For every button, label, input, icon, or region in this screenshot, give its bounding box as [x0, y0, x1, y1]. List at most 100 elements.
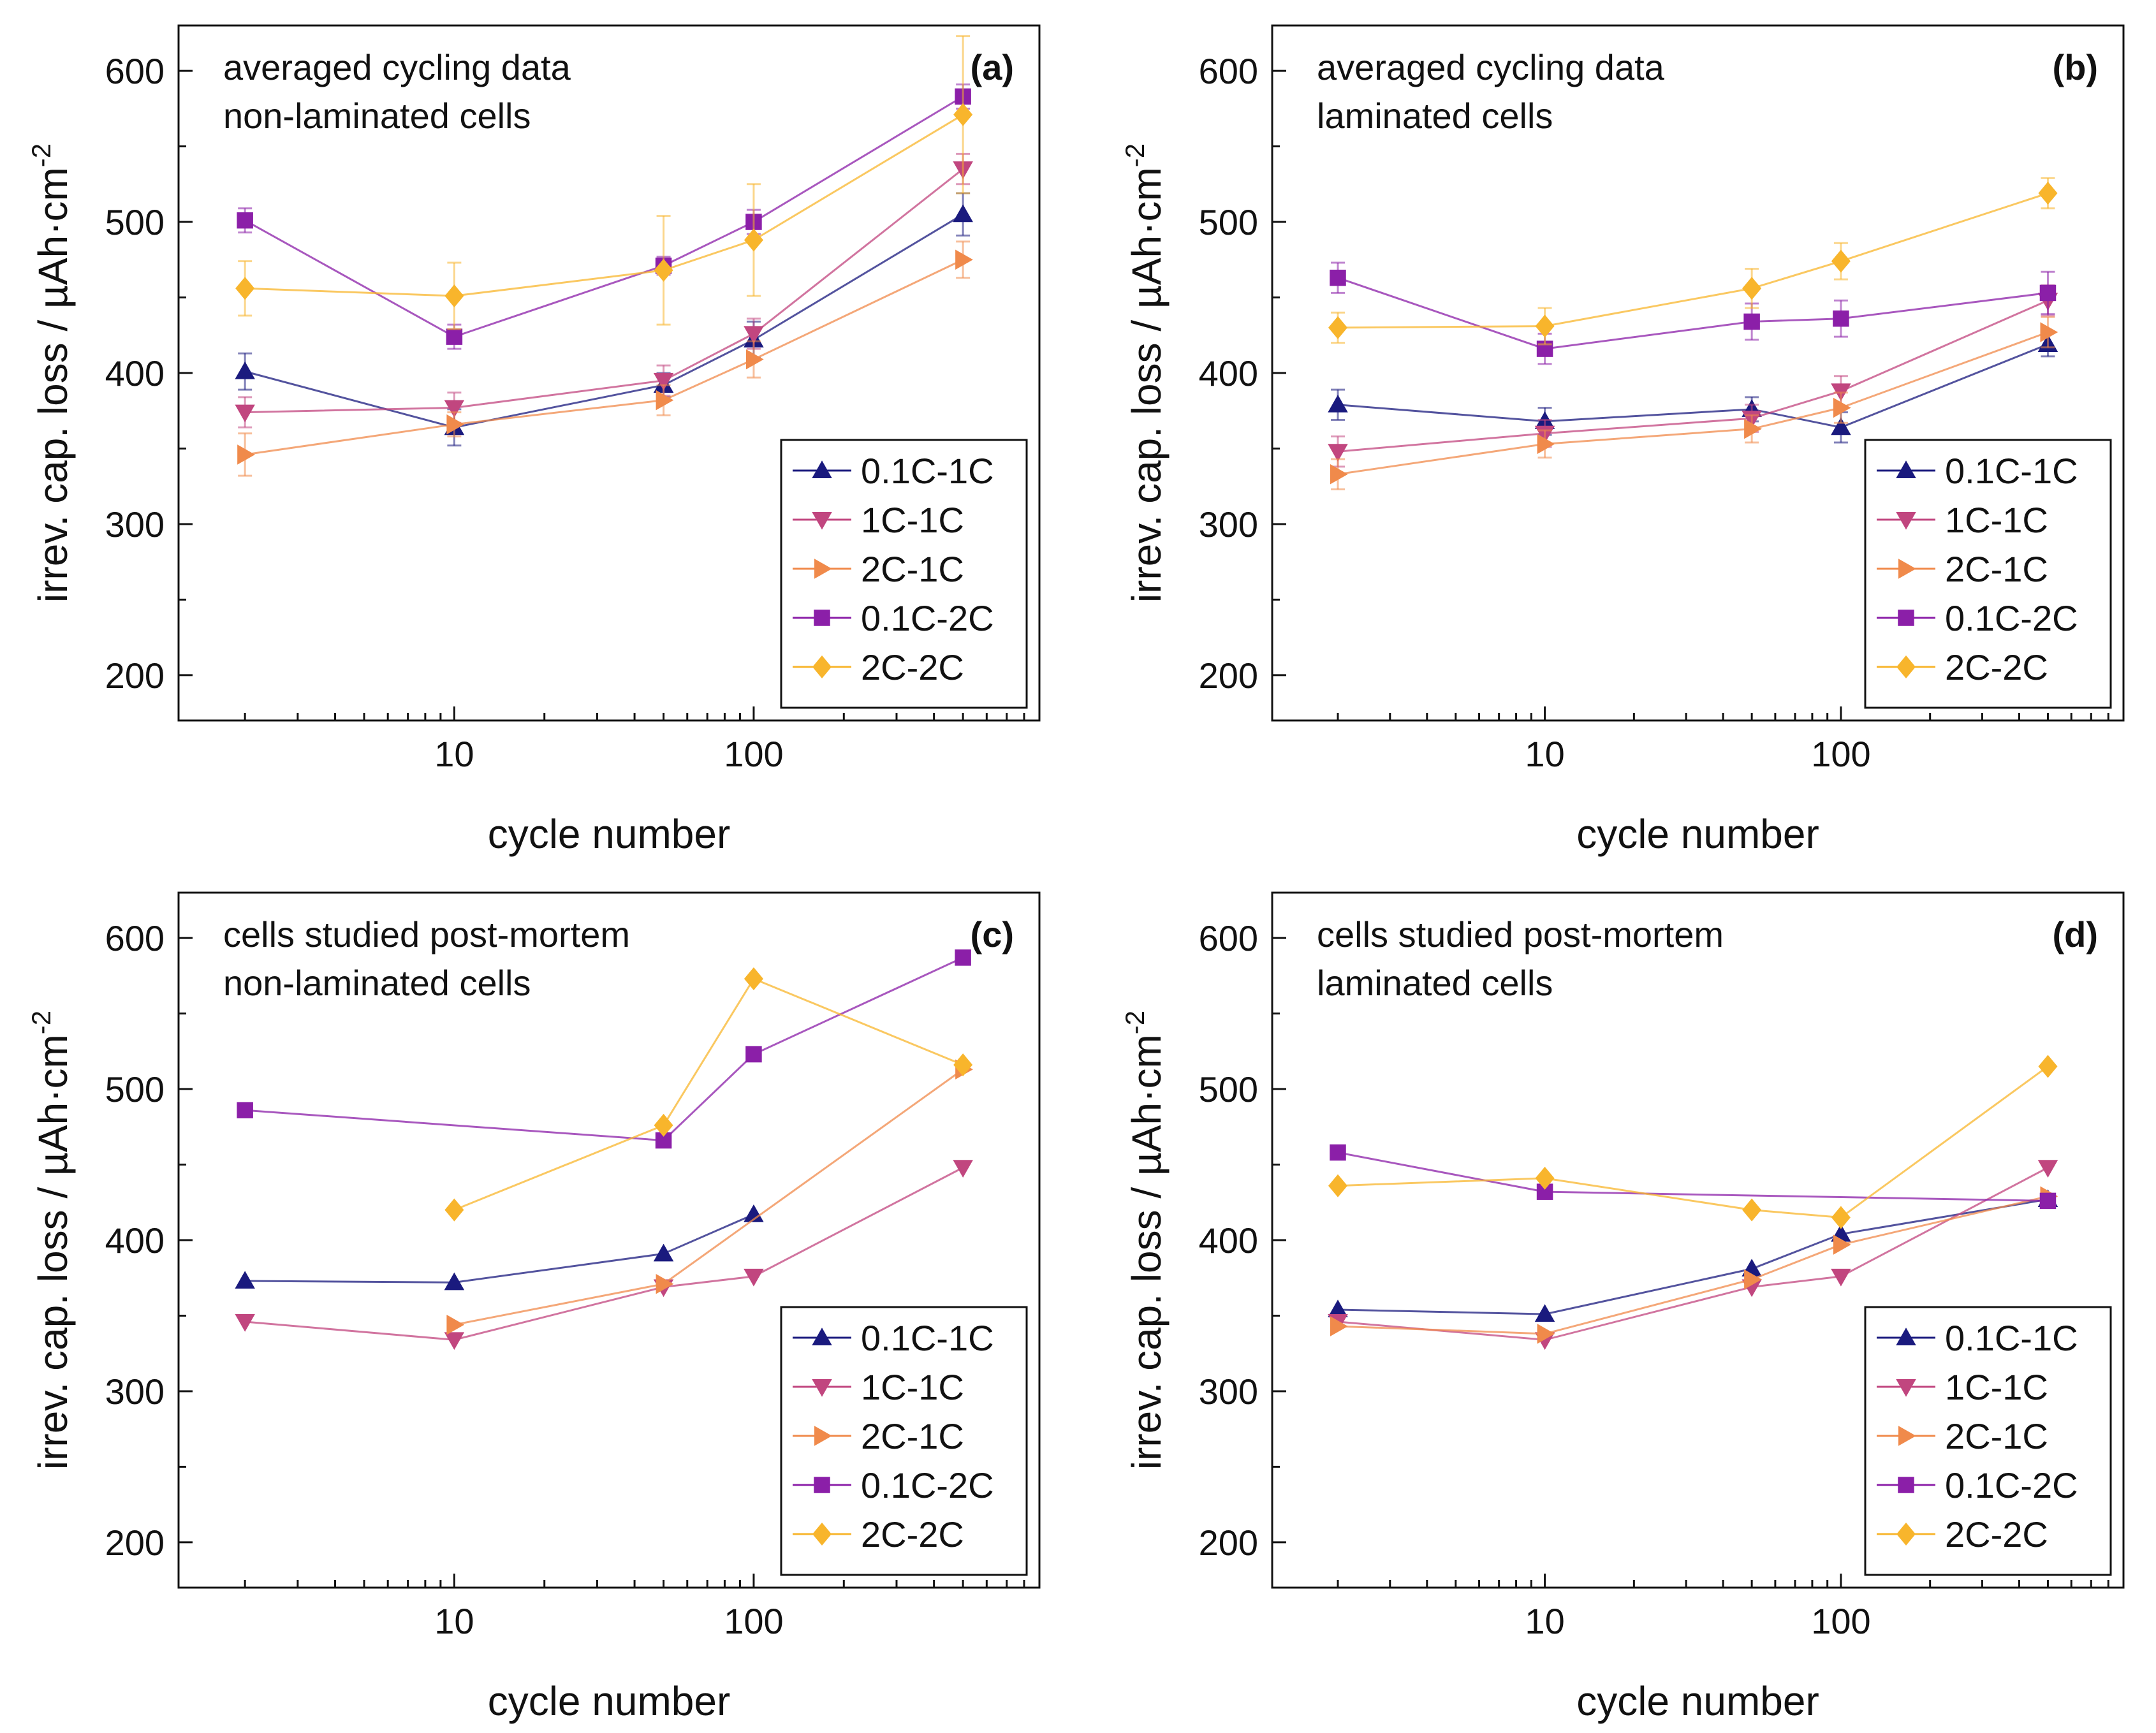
data-point	[1328, 1299, 1348, 1317]
panel-title-line: laminated cells	[1317, 963, 1553, 1003]
data-point	[444, 400, 465, 418]
y-tick-label: 300	[105, 504, 165, 545]
data-point	[1831, 1268, 1851, 1287]
legend-entry: 2C-2C	[793, 647, 964, 687]
y-tick-label: 300	[1199, 504, 1258, 545]
panel-label: (c)	[971, 914, 1014, 954]
legend: 0.1C-1C 1C-1C 2C-1C 0.1C-2C 2C-2C	[780, 439, 1028, 709]
data-point	[955, 949, 971, 966]
y-axis-label-main: irrev. cap. loss / µAh·cm	[30, 1034, 76, 1470]
y-axis-label: irrev. cap. loss / µAh·cm-2	[1120, 143, 1170, 603]
data-point	[744, 326, 764, 344]
y-tick-label: 300	[1199, 1371, 1258, 1412]
series-line	[1337, 299, 2049, 453]
y-tick-label: 400	[105, 353, 165, 393]
y-axis-label: irrev. cap. loss / µAh·cm-2	[26, 143, 76, 603]
legend-label: 2C-1C	[1945, 549, 2048, 589]
y-tick-label: 300	[105, 1371, 165, 1412]
series-line	[244, 258, 964, 456]
chart-panel-b: 200 300 400 500 600 10 100 cycle number irrev. c…	[1120, 24, 2125, 857]
y-tick-label: 500	[105, 202, 165, 242]
data-point	[1833, 397, 1851, 418]
x-tick-label: 10	[434, 1601, 474, 1641]
legend-label: 0.1C-2C	[1945, 1465, 2078, 1505]
data-point	[1330, 269, 1346, 286]
legend-entry: 2C-1C	[1877, 1416, 2048, 1456]
legend-entry: 2C-2C	[793, 1514, 964, 1554]
legend-marker	[1896, 460, 1916, 478]
legend-label: 1C-1C	[1945, 500, 2048, 540]
data-point	[235, 361, 255, 379]
data-point	[446, 414, 465, 435]
data-point	[1328, 444, 1348, 462]
series-2C-2C	[1328, 1055, 2058, 1229]
legend-label: 1C-1C	[861, 1367, 964, 1407]
legend-label: 0.1C-1C	[1945, 1318, 2078, 1358]
x-tick-label: 10	[434, 734, 474, 774]
data-point	[235, 1271, 255, 1289]
data-point	[1744, 418, 1762, 439]
data-point	[446, 1314, 465, 1335]
data-point	[2037, 1160, 2058, 1178]
data-point	[653, 372, 674, 391]
data-point	[1535, 1166, 1555, 1190]
legend-label: 0.1C-2C	[1945, 598, 2078, 638]
series-line	[245, 113, 964, 297]
panel-title-line: averaged cycling data	[1317, 47, 1665, 87]
series-line	[245, 168, 964, 414]
data-point	[744, 228, 763, 252]
y-tick-label: 500	[1199, 1069, 1258, 1109]
legend-label: 2C-2C	[1945, 1514, 2048, 1554]
legend-marker	[1898, 1426, 1916, 1446]
series-0.1C-1C	[1328, 331, 2058, 444]
legend-entry: 0.1C-2C	[1877, 1465, 2078, 1505]
series-2C-2C	[444, 967, 973, 1222]
data-point	[446, 328, 463, 345]
y-tick-label: 200	[1199, 655, 1258, 696]
y-tick-label: 400	[1199, 1220, 1258, 1261]
x-axis-label: cycle number	[1576, 1678, 1819, 1724]
legend-marker	[1898, 1477, 1914, 1493]
panel-label: (b)	[2052, 47, 2098, 87]
chart-panel-a: 200 300 400 500 600 10 100 cycle number irrev. c…	[26, 24, 1041, 857]
legend-label: 0.1C-1C	[861, 451, 994, 491]
data-point	[955, 249, 973, 270]
series-line	[1337, 1198, 2048, 1315]
data-point	[744, 1268, 764, 1287]
panel-title-line: cells studied post-mortem	[1317, 914, 1724, 954]
panel-title-line: laminated cells	[1317, 96, 1553, 136]
data-point	[1831, 1206, 1851, 1229]
series-line	[245, 1213, 754, 1283]
series-line	[1337, 1152, 2048, 1202]
y-axis-label-superscript: -2	[26, 143, 56, 167]
series-line	[1338, 192, 2048, 329]
chart-panel-d: 200 300 400 500 600 10 100 cycle number irrev. c…	[1120, 891, 2125, 1724]
legend-label: 2C-1C	[1945, 1416, 2048, 1456]
series-2C-1C	[1330, 316, 2058, 490]
legend-entry: 2C-2C	[1877, 1514, 2048, 1554]
y-axis-label: irrev. cap. loss / µAh·cm-2	[26, 1011, 76, 1470]
y-tick-label: 500	[1199, 202, 1258, 242]
legend-entry: 1C-1C	[1877, 1367, 2048, 1407]
data-point	[656, 390, 674, 411]
series-line	[1337, 277, 2048, 350]
legend-marker	[812, 512, 832, 530]
series-1C-1C	[235, 152, 973, 428]
legend-label: 1C-1C	[861, 500, 964, 540]
panel-title-line: non-laminated cells	[223, 96, 531, 136]
data-point	[745, 349, 764, 370]
data-point	[1742, 1198, 1762, 1222]
data-point	[1744, 1269, 1762, 1290]
data-point	[235, 1313, 255, 1332]
data-point	[1328, 1174, 1348, 1197]
x-axis-label: cycle number	[488, 1678, 731, 1724]
legend-marker	[1896, 512, 1916, 530]
x-tick-label: 100	[1811, 734, 1870, 774]
data-point	[1328, 316, 1348, 339]
data-point	[1535, 314, 1555, 338]
series-line	[454, 1069, 964, 1326]
y-tick-label: 400	[1199, 353, 1258, 393]
legend-entry: 2C-1C	[793, 549, 964, 589]
y-tick-label: 200	[105, 1523, 165, 1563]
legend-entry: 1C-1C	[793, 500, 964, 540]
